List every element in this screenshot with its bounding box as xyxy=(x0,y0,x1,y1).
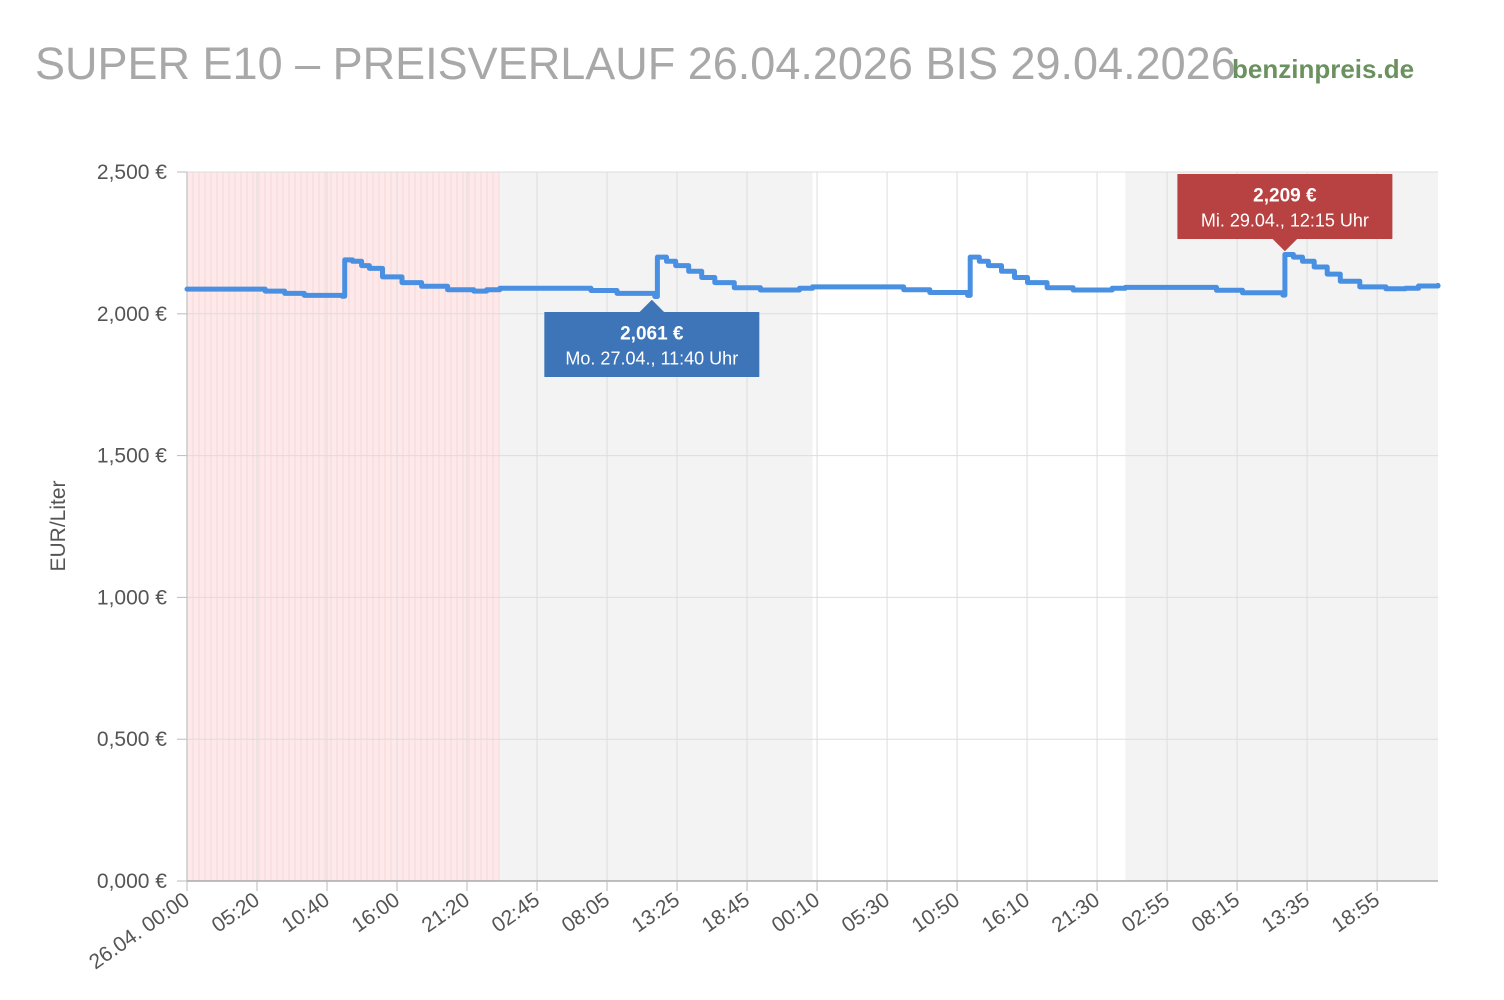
band-alternate-2 xyxy=(1125,172,1438,881)
y-axis-ticks: 0,000 € 0,500 € 1,000 € 1,500 € 2,000 € 2,500… xyxy=(97,161,187,893)
x-tick-label: 13:35 xyxy=(1258,888,1314,937)
series-layer xyxy=(184,252,1441,299)
price-series-line[interactable] xyxy=(184,252,1441,299)
y-tick-label: 2,000 € xyxy=(97,303,167,326)
tooltip-box xyxy=(1177,174,1393,252)
x-tick-label: 10:40 xyxy=(278,888,334,937)
x-tick-label: 16:00 xyxy=(348,888,404,937)
x-tick-label: 02:55 xyxy=(1118,888,1174,937)
x-tick-label: 18:45 xyxy=(698,888,754,937)
tooltip-max: 2,209 € Mi. 29.04., 12:15 Uhr xyxy=(1177,174,1393,252)
tooltip-min: 2,061 € Mo. 27.04., 11:40 Uhr xyxy=(544,300,760,377)
x-tick-label: 05:30 xyxy=(838,888,894,937)
tooltip-box xyxy=(544,300,760,377)
y-tick-label: 2,500 € xyxy=(97,161,167,184)
y-tick-label: 1,500 € xyxy=(97,445,167,468)
brand-logo[interactable]: benzinpreis.de xyxy=(1232,54,1415,84)
x-tick-label: 21:30 xyxy=(1048,888,1104,937)
x-tick-label: 08:15 xyxy=(1188,888,1244,937)
x-tick-label: 10:50 xyxy=(908,888,964,937)
x-tick-label: 02:45 xyxy=(488,888,544,937)
y-tick-label: 0,000 € xyxy=(97,870,167,893)
tooltip-date: Mi. 29.04., 12:15 Uhr xyxy=(1201,211,1369,231)
x-tick-label: 13:25 xyxy=(628,888,684,937)
x-tick-label: 05:20 xyxy=(208,888,264,937)
y-axis-label: EUR/Liter xyxy=(47,480,70,571)
y-tick-label: 0,500 € xyxy=(97,728,167,751)
background-bands xyxy=(187,172,1438,881)
chart-title: SUPER E10 – PREISVERLAUF 26.04.2026 BIS … xyxy=(35,38,1236,89)
annotations-layer: 2,061 € Mo. 27.04., 11:40 Uhr 2,209 € Mi. 2… xyxy=(544,174,1393,377)
x-tick-label: 16:10 xyxy=(978,888,1034,937)
x-tick-label: 26.04. 00:00 xyxy=(85,888,194,974)
tooltip-value: 2,209 € xyxy=(1253,186,1317,207)
x-tick-label: 00:10 xyxy=(768,888,824,937)
tooltip-value: 2,061 € xyxy=(620,324,684,345)
y-tick-label: 1,000 € xyxy=(97,586,167,609)
x-tick-label: 08:05 xyxy=(558,888,614,937)
x-axis-ticks: 26.04. 00:00 05:20 10:40 16:00 21:20 02:45 08:… xyxy=(85,881,1384,974)
x-tick-label: 18:55 xyxy=(1328,888,1384,937)
x-tick-label: 21:20 xyxy=(418,888,474,937)
tooltip-date: Mo. 27.04., 11:40 Uhr xyxy=(565,349,738,369)
